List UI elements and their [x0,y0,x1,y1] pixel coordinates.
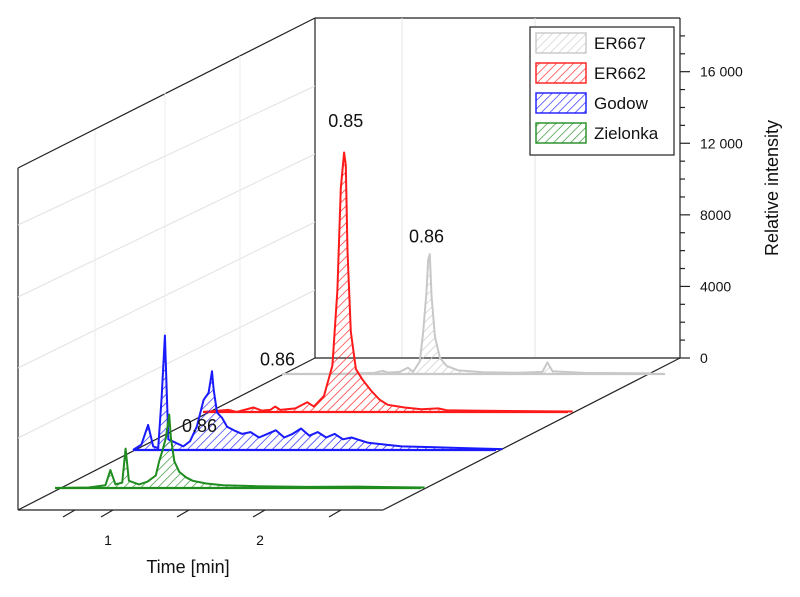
side-wall-grid-2 [17,153,316,298]
x-minor-tick [328,509,342,518]
z-tick-label: 0 [700,350,708,366]
peak-label-zielonka: 0.86 [182,416,217,436]
side-wall-grid-3 [17,221,316,369]
series-line [54,413,425,489]
z-axis-title: Relative intensity [762,120,782,256]
legend-label: ER662 [594,64,646,83]
legend: ER667 ER662 Godow Zielonka [529,26,675,156]
x-tick-label: 2 [256,532,264,548]
x-minor-tick [62,509,76,518]
series-zielonka: 0.86 [54,413,425,490]
legend-label: Godow [594,94,649,113]
peak-label-godow: 0.86 [260,349,295,369]
series-line [132,334,503,451]
legend-label: Zielonka [594,124,659,143]
z-tick-label: 16 000 [700,64,743,80]
x-major-tick [100,509,114,518]
z-tick-label: 12 000 [700,135,743,151]
x-tick-label: 1 [104,532,112,548]
series-layer: 0.86 0.85 0.86 0.86 [54,111,665,490]
series-er662: 0.85 [202,111,573,414]
legend-label: ER667 [594,34,646,53]
legend-swatch [535,122,587,144]
z-axis: 0 4000 8000 12 000 16 000 [679,22,743,366]
series-line [202,151,573,413]
legend-swatch [535,92,587,114]
legend-swatch [535,62,587,84]
legend-entry-er662: ER662 [535,62,646,84]
side-wall-top-edge [17,17,316,169]
legend-entry-godow: Godow [535,92,649,114]
legend-entry-er667: ER667 [535,32,646,54]
z-tick-label: 4000 [700,278,731,294]
series-godow: 0.86 [132,334,503,452]
x-axis-title: Time [min] [146,557,229,577]
z-tick-label: 8000 [700,207,731,223]
x-minor-tick [176,509,190,518]
series-line [332,253,652,375]
series-fill [332,254,652,374]
peak-label-er662: 0.85 [328,111,363,131]
x-major-tick [252,509,266,518]
peak-label-er667: 0.86 [409,227,444,247]
legend-swatch [535,32,587,54]
side-wall-grid-1 [17,85,316,226]
floor-right-edge [382,357,681,511]
legend-entry-zielonka: Zielonka [535,122,659,144]
series-fill [55,414,425,488]
